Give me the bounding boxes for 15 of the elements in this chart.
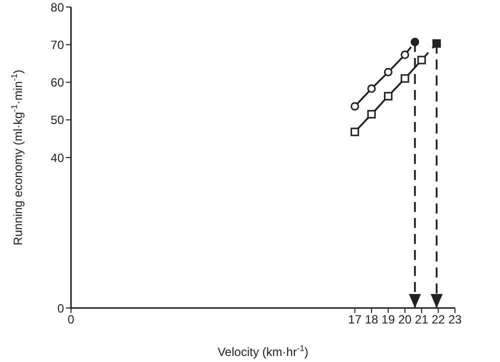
x-tick-label: 21 xyxy=(414,312,429,327)
y-tick-label: 40 xyxy=(50,150,64,165)
x-axis-title: Velocity (km·hr$^{-1}$) xyxy=(218,343,308,359)
y-tick-label: 60 xyxy=(50,76,64,90)
y-tick-label: 80 xyxy=(50,0,64,14)
y-tick-label: 50 xyxy=(50,113,64,128)
x-tick-label: 0 xyxy=(68,312,75,327)
x-tick-label: 23 xyxy=(448,312,462,327)
x-tick-label: 17 xyxy=(348,312,362,327)
y-tick-label: 70 xyxy=(50,38,64,52)
y-tick-label: 0 xyxy=(57,301,64,316)
x-tick-label: 18 xyxy=(364,312,379,327)
x-tick-label: 20 xyxy=(398,312,412,327)
x-tick-label: 19 xyxy=(382,312,396,327)
x-tick-label: 22 xyxy=(432,312,446,327)
